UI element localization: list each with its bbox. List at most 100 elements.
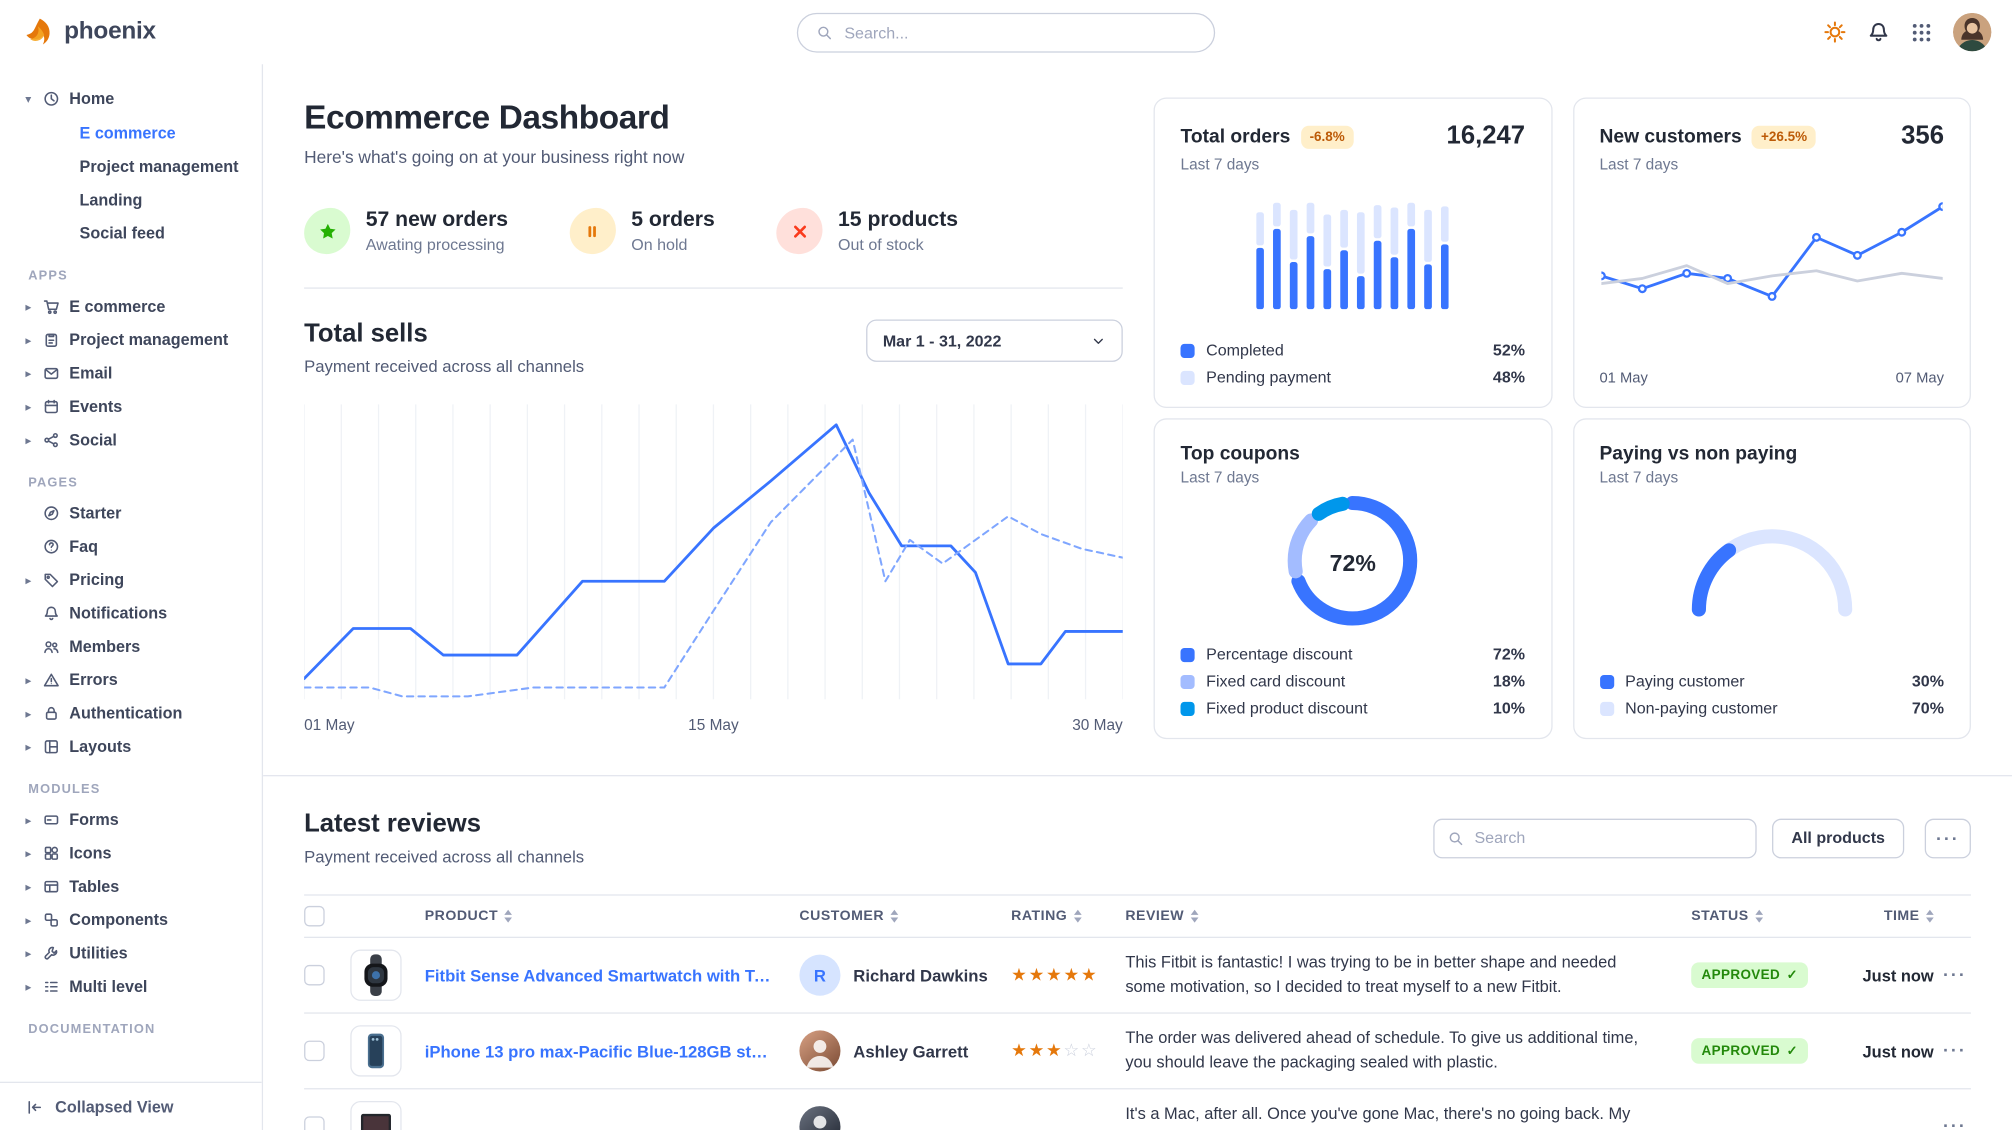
sidebar-item-project-management[interactable]: Project management [79,157,239,176]
sort-icon[interactable] [1073,909,1082,923]
sidebar-item-layouts[interactable]: ▸ Layouts [25,737,132,756]
sort-icon[interactable] [504,909,513,923]
column-header-review[interactable]: REVIEW [1125,908,1691,924]
column-header-product[interactable]: PRODUCT [425,908,800,924]
dashboard-section: Ecommerce Dashboard Here's what's going … [263,64,2012,740]
reviews-search-input[interactable] [1474,828,1743,847]
topbar: phoenix [0,0,2012,65]
sidebar-item-utilities[interactable]: ▸ Utilities [25,944,128,963]
sidebar-nav: ▾ Home E commerce Project management Landin… [0,82,262,1037]
sort-icon[interactable] [1190,909,1199,923]
card-period: Last 7 days [1599,155,1679,174]
new-customers-card: New customers +26.5% 356 Last 7 days 01 … [1572,97,1971,409]
legend-marker [1599,701,1614,716]
sidebar-item-e-commerce[interactable]: E commerce [79,124,176,143]
sort-icon[interactable] [890,909,899,923]
reviews-search[interactable] [1433,818,1757,858]
sidebar-item-social-feed[interactable]: Social feed [79,224,165,243]
card-period: Last 7 days [1180,155,1260,174]
card-value: 356 [1901,121,1944,151]
x-axis-label: 07 May [1895,370,1944,387]
global-search[interactable] [796,12,1216,53]
select-all-checkbox[interactable] [304,905,325,927]
legend: Percentage discount 72% Fixed card disco… [1180,645,1525,717]
sidebar-section-label: DOCUMENTATION [28,1022,156,1037]
clipboard-icon [45,333,58,347]
sidebar-item-social[interactable]: ▸ Social [25,431,117,450]
star-icon [319,223,335,238]
sidebar-item-home[interactable]: ▾ Home [25,89,115,108]
sidebar-item-email[interactable]: ▸ Email [25,364,113,383]
sidebar-item-forms[interactable]: ▸ Forms [25,810,119,829]
sort-icon[interactable] [1755,909,1763,923]
caret-right-icon: ▸ [25,574,31,586]
column-header-time[interactable]: TIME [1853,908,1939,924]
product-image [350,1100,402,1130]
all-products-button[interactable]: All products [1772,818,1905,858]
legend-marker [1180,370,1195,385]
row-checkbox[interactable] [304,964,325,986]
table-icon [44,880,59,893]
sidebar-item-members[interactable]: Members [0,630,262,663]
search-input[interactable] [844,23,1196,42]
card-period: Last 7 days [1180,468,1260,487]
sidebar-item-authentication[interactable]: ▸ Authentication [25,704,183,723]
theme-toggle-button[interactable] [1823,21,1846,44]
users-icon [44,641,59,654]
product-link[interactable]: iPhone 13 pro max-Pacific Blue-128GB sto… [424,1041,797,1061]
row-checkbox[interactable] [304,1040,325,1062]
date-range-select[interactable]: Mar 1 - 31, 2022 [866,319,1123,362]
sidebar-item-icons[interactable]: ▸ Icons [25,844,112,863]
sidebar-item-events[interactable]: ▸ Events [25,397,123,416]
column-header-rating[interactable]: RATING [1011,908,1125,924]
close-icon [776,207,823,255]
column-header-customer[interactable]: CUSTOMER [799,908,1011,924]
brand-name: phoenix [64,17,156,45]
legend-marker [1180,647,1195,662]
sun-icon [1824,21,1846,43]
caret-right-icon: ▸ [25,980,31,993]
paying-vs-nonpaying-card: Paying vs non paying Last 7 days Paying … [1572,418,1971,740]
sidebar-item-multi-level[interactable]: ▸ Multi level [25,977,148,996]
caret-right-icon: ▸ [25,367,31,380]
top-coupons-card: Top coupons Last 7 days 72% Percentage d… [1153,418,1552,740]
row-checkbox[interactable] [304,1116,325,1130]
caret-right-icon: ▸ [25,707,31,720]
sidebar-item-notifications[interactable]: Notifications [0,597,262,630]
sidebar-item-starter[interactable]: Starter [0,497,262,530]
donut-chart: 72% [1283,491,1422,636]
bell-icon [1869,22,1888,42]
sidebar-item-e-commerce[interactable]: ▸ E commerce [25,297,166,316]
reviews-more-button[interactable] [1924,818,1971,858]
notifications-button[interactable] [1867,21,1890,44]
review-row: Fitbit Sense Advanced Smartwatch with To… [304,938,1971,1014]
row-actions-button[interactable] [1943,1115,1967,1130]
caret-right-icon: ▸ [25,400,31,413]
sidebar-section-label: APPS [28,269,68,284]
page-title: Ecommerce Dashboard [304,97,670,137]
row-actions-button[interactable] [1943,1039,1967,1060]
user-avatar[interactable] [1952,12,1992,52]
brand-logo[interactable]: phoenix [23,16,156,48]
sidebar-item-pricing[interactable]: ▸ Pricing [25,571,125,589]
customer-avatar [799,1106,841,1130]
sidebar-section-label: MODULES [28,782,101,797]
column-header-status[interactable]: STATUS [1691,908,1853,924]
pause-icon [589,225,597,237]
sidebar-item-faq[interactable]: Faq [0,530,262,563]
sidebar-item-tables[interactable]: ▸ Tables [25,877,120,896]
review-text: It's a Mac, after all. Once you've gone … [1125,1104,1631,1130]
clock-icon [44,91,59,106]
main-content: Ecommerce Dashboard Here's what's going … [263,64,2012,1130]
review-text: The order was delivered ahead of schedul… [1125,1028,1639,1072]
apps-menu-button[interactable] [1911,21,1933,43]
sidebar-item-project-management[interactable]: ▸ Project management [25,331,229,350]
row-actions-button[interactable] [1943,964,1967,985]
sidebar-item-errors[interactable]: ▸ Errors [25,671,118,690]
collapse-sidebar-button[interactable]: Collapsed View [0,1081,262,1130]
sort-icon[interactable] [1926,909,1934,923]
product-link[interactable]: Fitbit Sense Advanced Smartwatch with To… [424,965,800,985]
stats-row: 57 new orders Awating processing 5 order… [304,207,1123,289]
sidebar-item-landing[interactable]: Landing [79,191,143,210]
sidebar-item-components[interactable]: ▸ Components [25,911,169,930]
